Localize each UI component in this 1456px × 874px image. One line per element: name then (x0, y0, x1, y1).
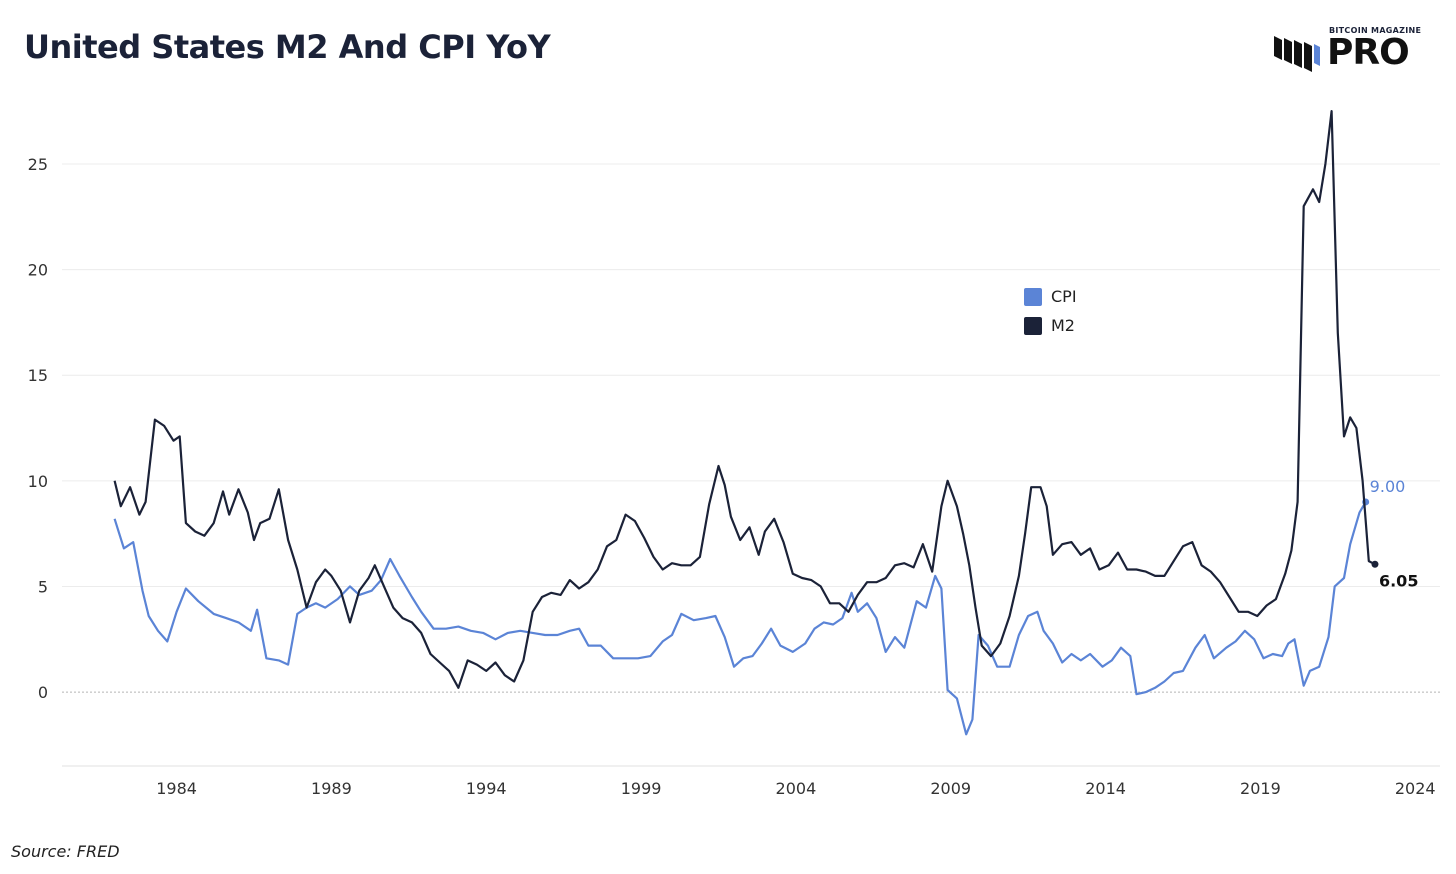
y-tick-label: 5 (38, 577, 48, 596)
source-note: Source: FRED (11, 842, 120, 861)
logo-main-text: PRO (1327, 32, 1410, 73)
end-point-m2 (1371, 560, 1379, 568)
logo-bars-icon (1274, 36, 1320, 72)
legend-label-m2: M2 (1051, 316, 1075, 335)
x-tick-label: 1999 (621, 779, 662, 798)
x-tick-label: 1989 (311, 779, 352, 798)
legend-item-cpi[interactable]: CPI (1024, 282, 1077, 311)
x-tick-label: 2009 (930, 779, 971, 798)
bitcoin-magazine-pro-logo: BITCOIN MAGAZINE PRO (1272, 26, 1440, 76)
legend-label-cpi: CPI (1051, 287, 1077, 306)
legend-swatch-cpi (1024, 287, 1042, 306)
x-tick-label: 2024 (1395, 779, 1436, 798)
y-tick-label: 20 (28, 261, 48, 280)
x-tick-label: 1984 (156, 779, 197, 798)
legend-swatch-m2 (1024, 316, 1042, 335)
end-label-cpi: 9.00 (1370, 477, 1406, 496)
legend-item-m2[interactable]: M2 (1024, 311, 1077, 340)
y-tick-label: 15 (28, 366, 48, 385)
y-tick-label: 10 (28, 472, 48, 491)
x-tick-label: 2019 (1240, 779, 1281, 798)
x-tick-label: 1994 (466, 779, 507, 798)
chart-title: United States M2 And CPI YoY (24, 28, 551, 66)
end-label-m2: 6.05 (1379, 571, 1418, 590)
y-tick-label: 25 (28, 155, 48, 174)
x-tick-label: 2004 (776, 779, 817, 798)
logo-top-text: BITCOIN MAGAZINE (1329, 26, 1422, 35)
series-line-m2 (113, 110, 1376, 689)
x-tick-label: 2014 (1085, 779, 1126, 798)
y-tick-label: 0 (38, 683, 48, 702)
series-line-cpi (113, 501, 1367, 736)
chart-legend: CPI M2 (1024, 282, 1077, 340)
